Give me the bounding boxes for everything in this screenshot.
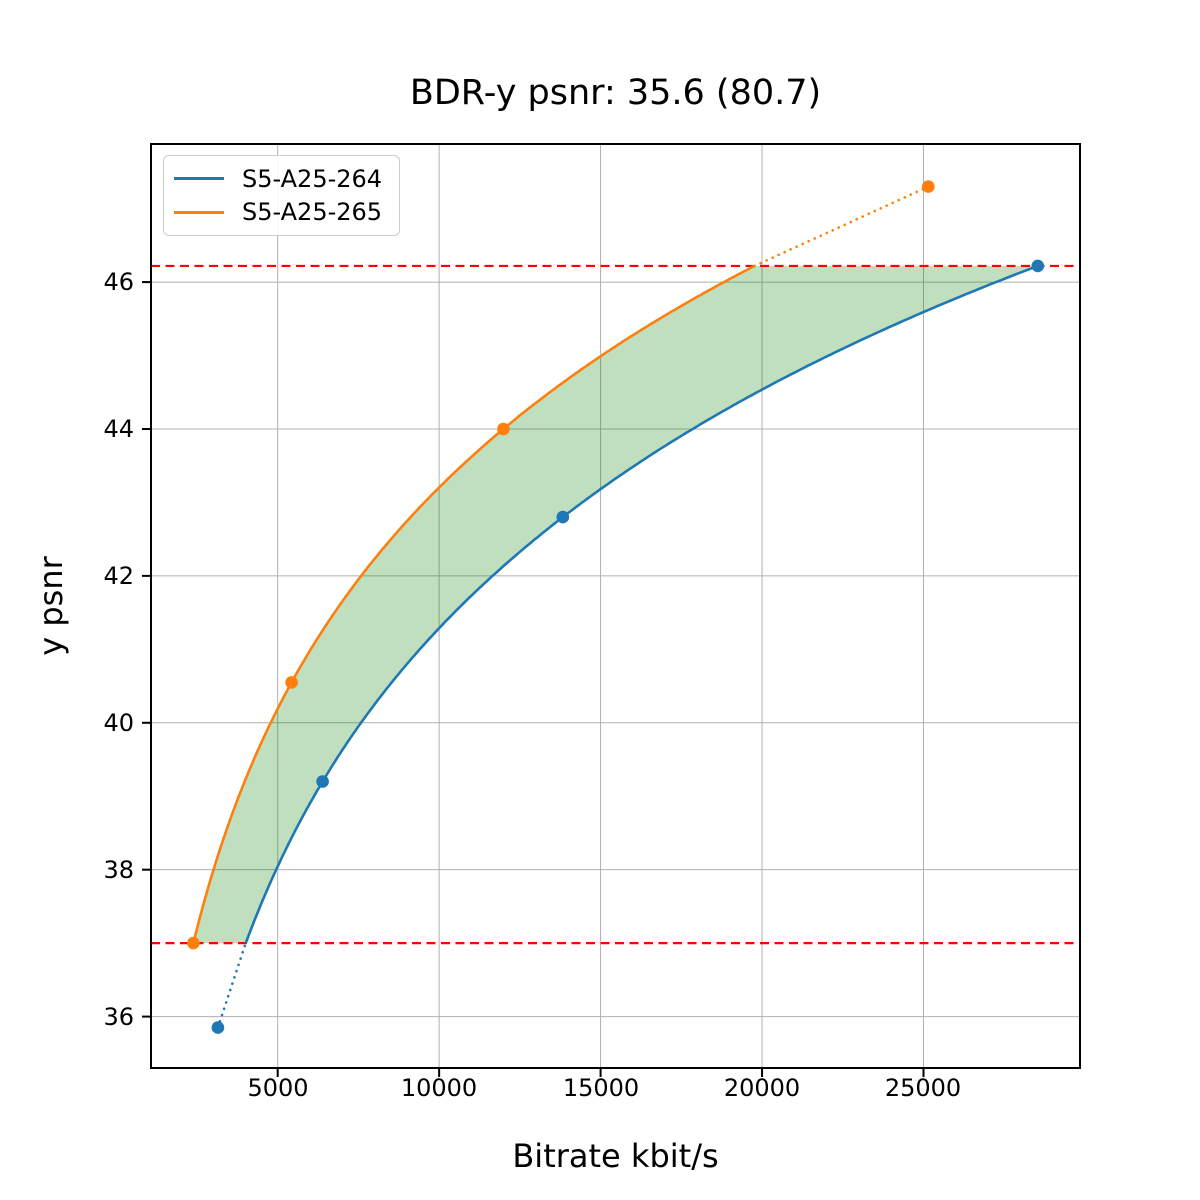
y-tick-label: 36: [103, 1003, 134, 1031]
data-point-marker: [211, 1021, 225, 1034]
data-point-marker: [922, 180, 935, 193]
x-tick-label: 15000: [562, 1074, 640, 1102]
y-tick-label: 42: [103, 562, 134, 590]
x-tick-label: 20000: [723, 1074, 801, 1102]
legend-label: S5-A25-265: [242, 198, 383, 227]
legend-label: S5-A25-264: [242, 164, 383, 193]
data-point-marker: [556, 510, 570, 524]
series-curve: [192, 264, 756, 944]
legend-item-s5-a25-265: S5-A25-265: [174, 197, 389, 227]
chart-title: BDR-y psnr: 35.6 (80.7): [409, 73, 822, 113]
series-dotted-segment: [753, 185, 930, 268]
x-tick-label: 25000: [884, 1074, 962, 1102]
y-tick-label: 38: [103, 856, 134, 884]
y-tick-label: 40: [103, 709, 134, 737]
x-axis-label: Bitrate kbit/s: [512, 1137, 719, 1175]
y-axis-label: y psnr: [32, 556, 70, 656]
legend-item-s5-a25-264: S5-A25-264: [174, 164, 389, 194]
plot-background: [151, 144, 1080, 1068]
legend-line-swatch-blue: [174, 177, 224, 181]
plot-border: [150, 143, 1081, 1069]
data-point-marker: [187, 936, 200, 950]
y-tick-label: 46: [103, 268, 134, 296]
x-tick-label: 10000: [400, 1074, 478, 1102]
data-point-marker: [1031, 259, 1045, 273]
data-point-marker: [316, 775, 329, 788]
legend: S5-A25-264 S5-A25-265: [163, 155, 400, 236]
legend-line-swatch-orange: [174, 210, 224, 214]
data-point-marker: [497, 422, 510, 436]
x-tick-label: 5000: [247, 1074, 309, 1102]
data-point-marker: [285, 676, 298, 689]
series-curve: [244, 264, 1039, 945]
bd-overlap-fill: [193, 265, 1038, 944]
y-tick-label: 44: [103, 415, 134, 443]
